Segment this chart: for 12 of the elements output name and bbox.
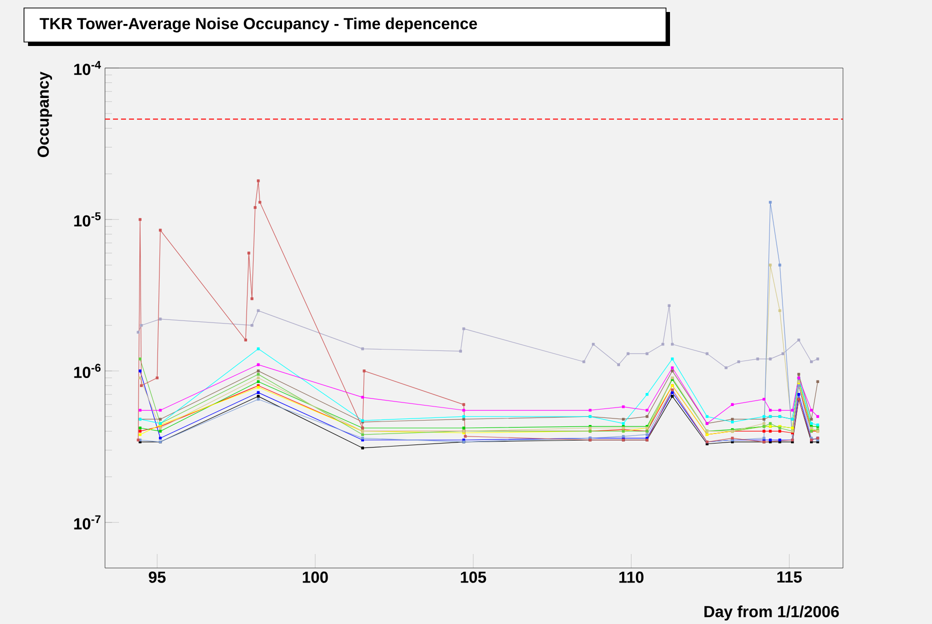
x-tick-label: 100 (302, 572, 328, 583)
chart-title: TKR Tower-Average Noise Occupancy - Time depencence (40, 18, 478, 32)
y-tick-label: 10$^{-5}$ (74, 212, 101, 227)
y-tick-label: 10$^{-7}$ (74, 515, 100, 530)
y-tick-label: 10$^{-6}$ (74, 364, 101, 378)
x-tick-label: 105 (460, 572, 486, 583)
y-tick-label: 10$^{-4}$ (74, 60, 101, 76)
x-tick-label: 115 (777, 572, 802, 583)
x-tick-label: 110 (619, 572, 644, 583)
x-tick-label: 95 (148, 572, 166, 583)
x-axis-title: Day from 1/1/2006 (704, 606, 839, 620)
y-axis-title: Occupancy (38, 72, 52, 158)
